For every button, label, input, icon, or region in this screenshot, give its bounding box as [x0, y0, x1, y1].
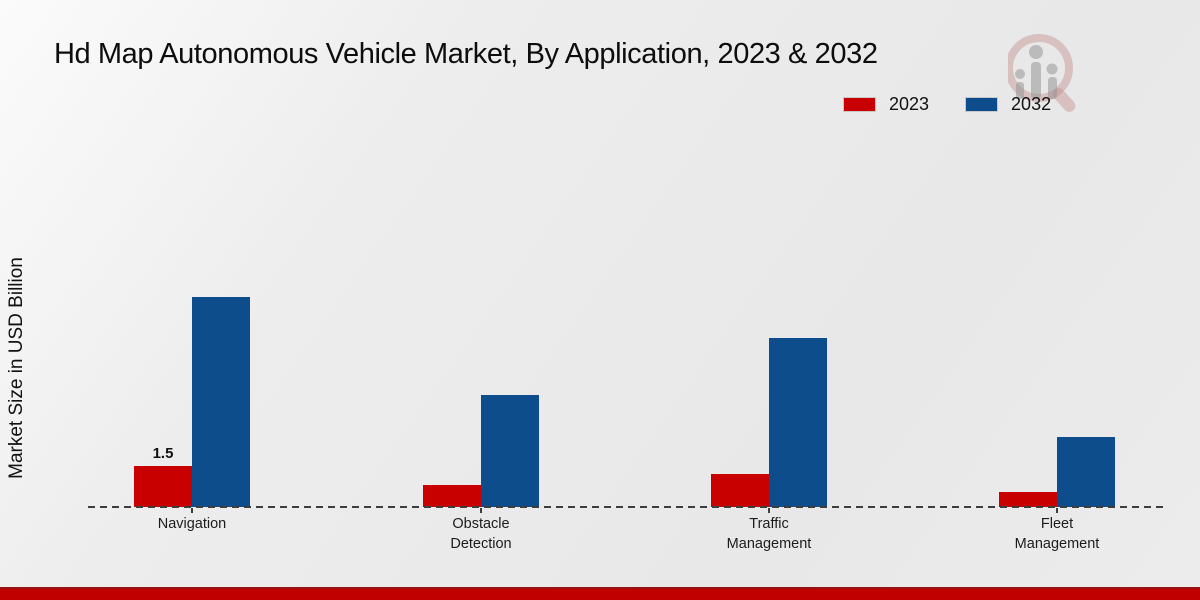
category-label-traffic-management: Traffic Management — [726, 516, 812, 552]
y-axis-label: Market Size in USD Billion — [6, 257, 27, 479]
legend-item-2023: 2023 — [843, 94, 929, 115]
legend-label-2032: 2032 — [1011, 94, 1052, 114]
bar-value-label: 1.5 — [152, 445, 174, 462]
legend-swatch-2023-icon — [843, 97, 876, 112]
category-label-fleet-management: Fleet Management — [1014, 516, 1100, 552]
bar-2032-obstacle-detection — [481, 395, 539, 507]
bar-2023-fleet-management — [999, 492, 1057, 507]
bar-2023-navigation — [134, 466, 192, 507]
bar-2023-traffic-management — [711, 474, 769, 507]
x-axis-tick — [768, 508, 770, 513]
bar-2032-traffic-management — [769, 338, 827, 507]
x-axis-tick — [1056, 508, 1058, 513]
watermark-logo-icon — [1008, 34, 1076, 112]
x-axis-tick — [191, 508, 193, 513]
category-label-navigation: Navigation — [157, 516, 227, 532]
bar-2023-obstacle-detection — [423, 485, 481, 507]
legend-swatch-2032-icon — [965, 97, 999, 112]
legend: 2023 2032 — [843, 94, 1051, 115]
bottom-accent-bar — [0, 587, 1200, 600]
x-axis-tick — [480, 508, 482, 513]
x-axis-baseline — [88, 506, 1163, 508]
chart-title: Hd Map Autonomous Vehicle Market, By App… — [54, 38, 878, 70]
category-label-obstacle-detection: Obstacle Detection — [450, 516, 512, 552]
legend-label-2023: 2023 — [889, 94, 930, 114]
bar-2032-fleet-management — [1057, 437, 1115, 507]
bar-2032-navigation — [192, 297, 250, 507]
legend-item-2032: 2032 — [965, 94, 1051, 115]
